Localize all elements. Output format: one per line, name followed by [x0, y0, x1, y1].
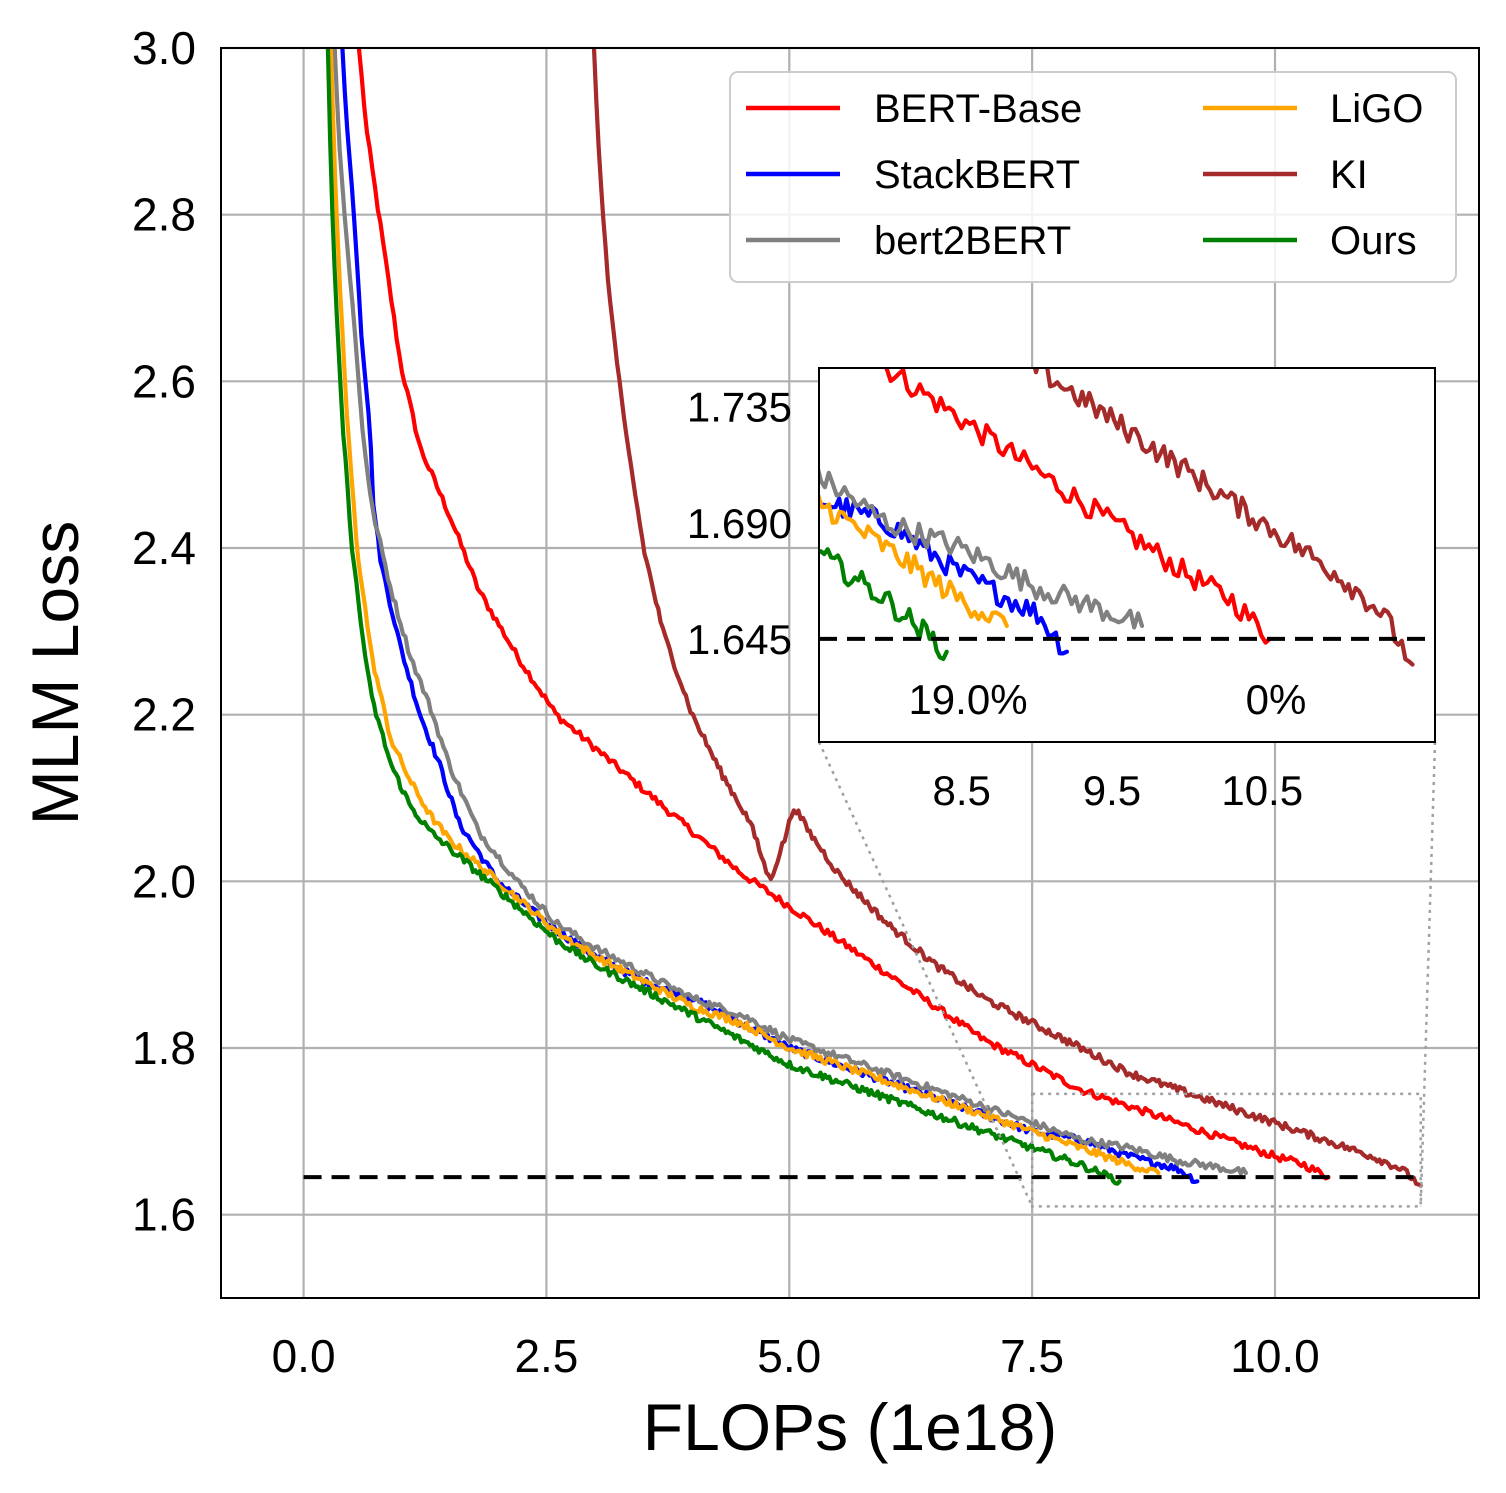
inset-background — [819, 368, 1435, 742]
inset-x-tick-label: 8.5 — [933, 767, 991, 814]
x-tick-label: 10.0 — [1230, 1330, 1320, 1382]
inset-y-tick-label: 1.735 — [687, 384, 792, 431]
inset-series-line-bert-base — [883, 368, 1272, 645]
legend: BERT-Base StackBERT bert2BERT LiGO KI Ou… — [729, 71, 1457, 283]
series-line-bert-base — [356, 48, 1331, 1181]
legend-label-bert-base: BERT-Base — [874, 87, 1082, 131]
zoom-region-guides — [817, 741, 1437, 1208]
zoom-source-box — [1030, 1092, 1422, 1208]
inset-series-group — [819, 368, 1435, 667]
x-tick-label: 7.5 — [1000, 1330, 1064, 1382]
inset-frame — [818, 367, 1436, 743]
inset-series-line-ki — [1032, 368, 1415, 667]
inset-x-tick-label: 10.5 — [1221, 767, 1303, 814]
zoom-connector-left — [817, 741, 1034, 1207]
inset-y-tick-label: 1.690 — [687, 500, 792, 547]
inset-zoom: 8.5 9.5 10.5 1.735 1.690 1.645 19.0% 0% — [687, 367, 1436, 814]
x-tick-label: 5.0 — [757, 1330, 821, 1382]
x-axis-label: FLOPs (1e18) — [643, 1390, 1058, 1464]
inset-annotation-ours-saving: 19.0% — [908, 676, 1027, 723]
x-tick-label: 0.0 — [272, 1330, 336, 1382]
legend-label-ours: Ours — [1330, 219, 1417, 263]
zoom-connector-right — [1419, 741, 1437, 1207]
y-tick-label: 2.4 — [132, 522, 196, 574]
y-tick-label: 2.2 — [132, 689, 196, 741]
y-tick-label: 2.6 — [132, 355, 196, 407]
legend-label-ligo: LiGO — [1330, 87, 1423, 131]
y-axis-label: MLM Loss — [18, 521, 92, 825]
y-tick-label: 1.6 — [132, 1189, 196, 1241]
inset-x-tick-label: 9.5 — [1083, 767, 1141, 814]
x-tick-label: 2.5 — [514, 1330, 578, 1382]
series-line-ki — [591, 48, 1423, 1188]
inset-series-line-ligo — [819, 493, 1009, 628]
series-line-ours — [325, 48, 1122, 1186]
inset-series-line-stackbert — [819, 491, 1069, 656]
series-line-bert2bert — [332, 48, 1248, 1176]
main-tick-labels: 0.0 2.5 5.0 7.5 10.0 1.6 1.8 2.0 2.2 2.4 2.6 2.8 3.0 — [132, 22, 1320, 1382]
legend-label-ki: KI — [1330, 153, 1368, 197]
main-series-group — [303, 48, 1423, 1188]
legend-label-bert2bert: bert2BERT — [874, 219, 1071, 263]
inset-tick-labels: 8.5 9.5 10.5 1.735 1.690 1.645 — [687, 384, 1303, 814]
legend-label-stackbert: StackBERT — [874, 153, 1080, 197]
y-tick-label: 2.0 — [132, 855, 196, 907]
inset-series-line-ours — [819, 547, 949, 662]
inset-y-tick-label: 1.645 — [687, 616, 792, 663]
inset-series-line-bert2bert — [819, 464, 1145, 630]
y-tick-label: 2.8 — [132, 189, 196, 241]
y-tick-label: 3.0 — [132, 22, 196, 74]
y-tick-label: 1.8 — [132, 1022, 196, 1074]
legend-box — [729, 71, 1457, 283]
inset-annotation-baseline: 0% — [1246, 676, 1307, 723]
plot-frame — [220, 47, 1480, 1299]
